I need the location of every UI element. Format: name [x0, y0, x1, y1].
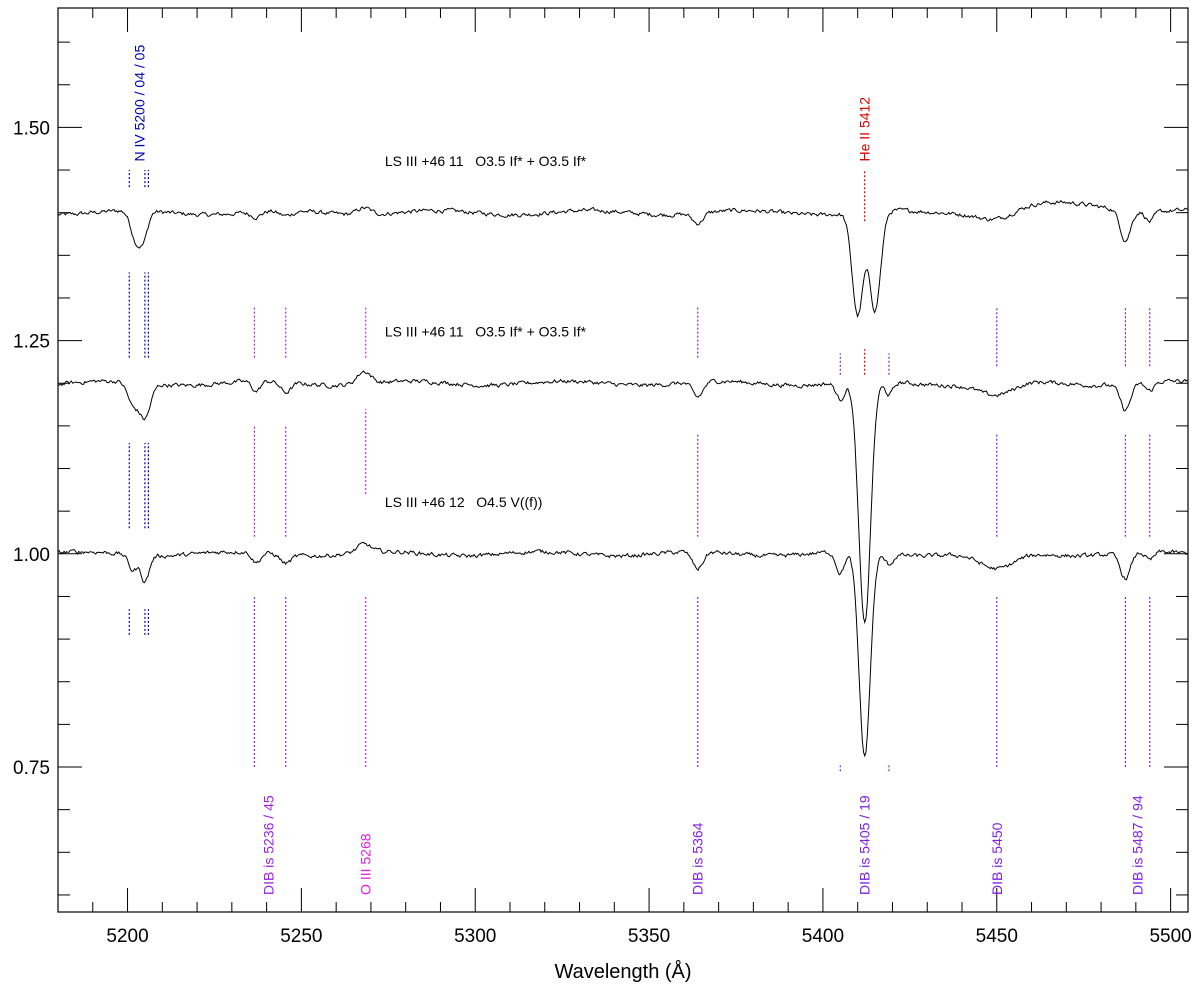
plot-frame — [57, 7, 1189, 913]
y-tick-label: 1.50 — [13, 118, 50, 139]
y-tick-label: 1.00 — [13, 545, 50, 566]
spectrum-line — [57, 541, 1188, 758]
tick-labels: 5200 5250 5300 5350 5400 5450 5500 0.75 1.00 1.25… — [13, 118, 1192, 947]
line-annotation: DIB is 5450 — [989, 822, 1005, 895]
spectrum-label: LS III +46 11 O3.5 If* + O3.5 If* — [385, 153, 587, 169]
line-annotation: O III 5268 — [358, 833, 374, 895]
x-tick-label: 5500 — [1149, 926, 1191, 947]
x-tick-label: 5400 — [802, 926, 844, 947]
x-tick-label: 5350 — [628, 926, 670, 947]
axis-ticks — [57, 8, 1188, 912]
spectrum-line — [57, 370, 1188, 625]
x-axis-label: Wavelength (Å) — [554, 960, 691, 983]
line-annotation: DIB is 5405 / 19 — [857, 795, 873, 895]
x-tick-label: 5450 — [976, 926, 1018, 947]
spectrum-line — [57, 199, 1188, 319]
spectra: LS III +46 11 O3.5 If* + O3.5 If* LS III … — [57, 153, 1188, 758]
line-annotation: DIB is 5487 / 94 — [1130, 795, 1146, 895]
x-tick-label: 5250 — [280, 926, 322, 947]
y-tick-label: 0.75 — [13, 758, 50, 779]
line-annotations: N IV 5200 / 04 / 05 He II 5412 DIB is 5236… — [132, 45, 1146, 895]
y-tick-label: 1.25 — [13, 332, 50, 353]
x-tick-label: 5200 — [106, 926, 148, 947]
line-annotation: N IV 5200 / 04 / 05 — [132, 45, 148, 162]
line-annotation: He II 5412 — [857, 97, 873, 162]
x-tick-label: 5300 — [454, 926, 496, 947]
line-markers — [128, 170, 1151, 772]
line-annotation: DIB is 5364 — [690, 822, 706, 895]
spectrum-label: LS III +46 11 O3.5 If* + O3.5 If* — [385, 323, 587, 339]
spectrum-label: LS III +46 12 O4.5 V((f)) — [385, 494, 543, 510]
line-annotation: DIB is 5236 / 45 — [260, 795, 276, 895]
